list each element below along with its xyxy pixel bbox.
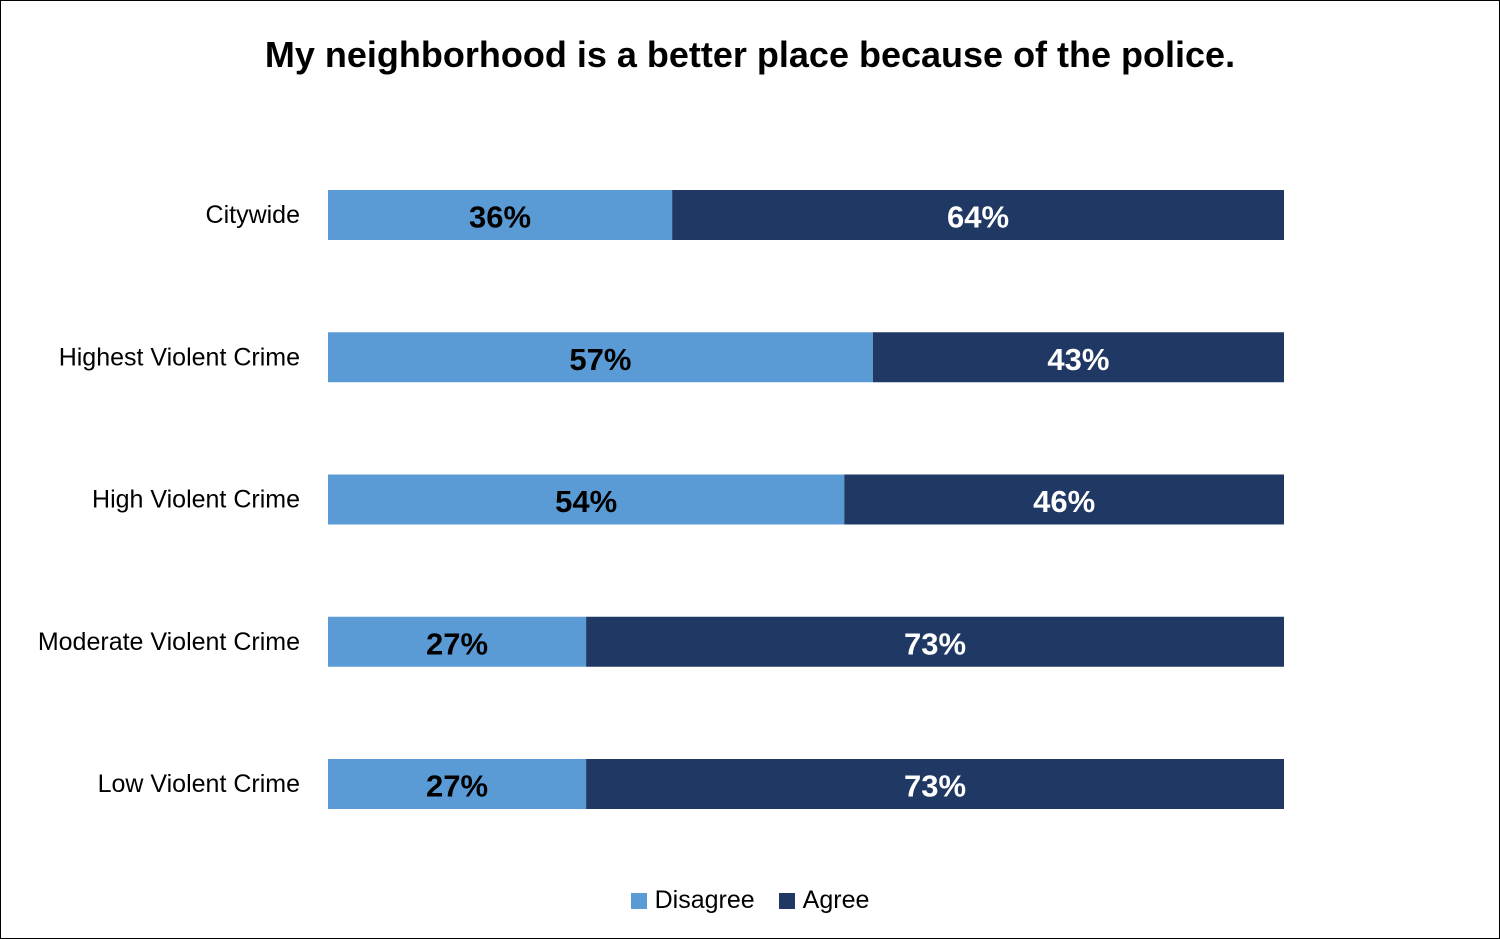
legend-swatch-agree [778,892,795,909]
data-label-disagree-highest-violent-crime: 57% [569,342,631,377]
legend-item-agree: Agree [778,886,870,915]
bar-agree-high-violent-crime [844,474,1284,525]
legend-label-agree: Agree [802,886,870,914]
bar-disagree-highest-violent-crime [328,332,873,383]
legend-label-disagree: Disagree [654,886,755,914]
data-label-agree-low-violent-crime: 73% [904,769,966,804]
bar-agree-highest-violent-crime [872,332,1284,383]
data-label-agree-citywide: 64% [947,200,1009,235]
data-label-agree-moderate-violent-crime: 73% [904,626,966,661]
category-label-low-violent-crime: Low Violent Crime [98,770,300,798]
bar-agree-low-violent-crime [586,759,1284,809]
chart-title: My neighborhood is a better place becaus… [264,34,1236,75]
chart-legend: Disagree Agree [0,886,1500,915]
bar-agree-moderate-violent-crime [586,616,1284,667]
bar-disagree-moderate-violent-crime [328,616,587,667]
data-label-disagree-high-violent-crime: 54% [555,484,617,519]
category-label-citywide: Citywide [206,201,300,229]
data-label-disagree-low-violent-crime: 27% [426,769,488,804]
category-label-highest-violent-crime: Highest Violent Crime [59,343,300,371]
legend-item-disagree: Disagree [630,886,755,915]
data-label-disagree-moderate-violent-crime: 27% [426,626,488,661]
category-label-high-violent-crime: High Violent Crime [92,486,300,514]
legend-swatch-disagree [630,892,647,909]
bar-disagree-citywide [328,190,673,240]
data-label-agree-highest-violent-crime: 43% [1047,342,1109,377]
category-label-moderate-violent-crime: Moderate Violent Crime [38,628,300,656]
bar-disagree-low-violent-crime [328,759,587,809]
bar-agree-citywide [672,190,1284,240]
bar-disagree-high-violent-crime [328,474,845,525]
data-label-agree-high-violent-crime: 46% [1033,484,1095,519]
data-label-disagree-citywide: 36% [469,200,531,235]
